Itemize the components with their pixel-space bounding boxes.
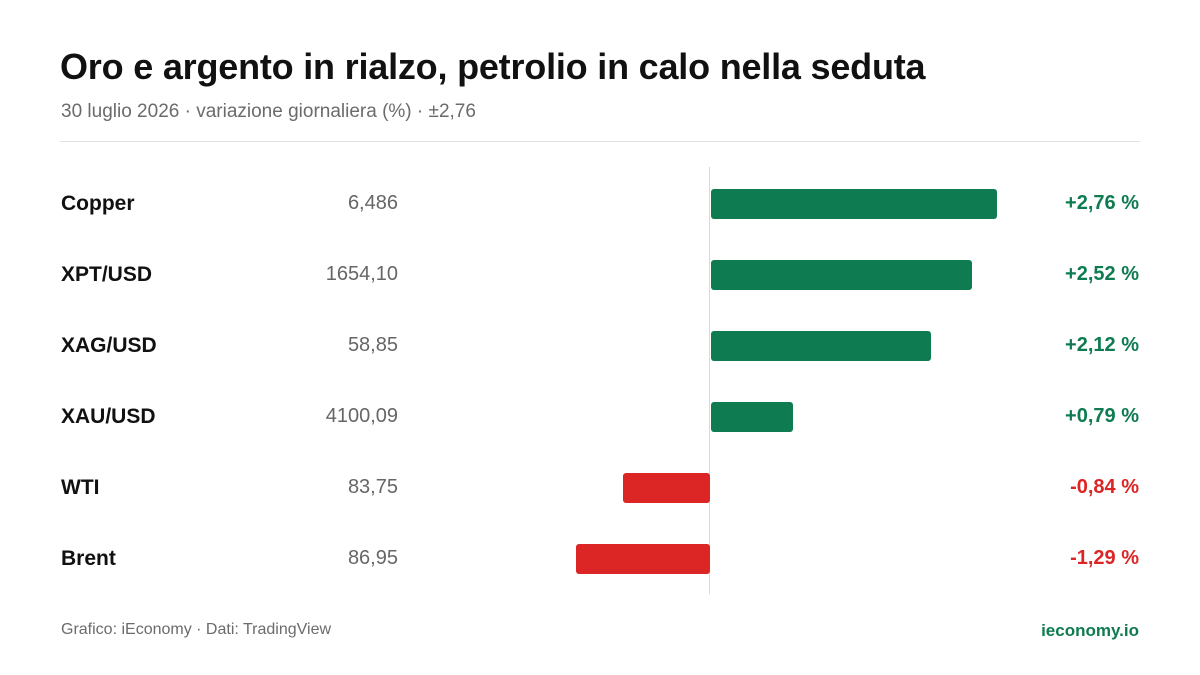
bar-row: XAU/USD 4100,09 +0,79 % <box>0 397 1200 437</box>
category-label: XAU/USD <box>61 405 156 428</box>
bar-row: XPT/USD 1654,10 +2,52 % <box>0 255 1200 295</box>
header-divider <box>60 141 1140 142</box>
category-label: Brent <box>61 547 116 570</box>
category-label: XPT/USD <box>61 263 153 286</box>
percent-change-label: -1,29 % <box>1070 547 1139 569</box>
category-label: XAG/USD <box>61 334 157 357</box>
bar-row: Brent 86,95 -1,29 % <box>0 539 1200 579</box>
bar-row: WTI 83,75 -0,84 % <box>0 468 1200 508</box>
source-credit: Grafico: iEconomy · Dati: TradingView <box>61 621 332 638</box>
negative-bar <box>576 544 710 574</box>
positive-bar <box>711 189 997 219</box>
price-label: 1654,10 <box>325 263 398 285</box>
bar-row: XAG/USD 58,85 +2,12 % <box>0 326 1200 366</box>
zero-axis-line <box>709 167 710 594</box>
price-label: 4100,09 <box>325 405 398 427</box>
brand-link[interactable]: ieconomy.io <box>1041 621 1139 640</box>
price-label: 86,95 <box>347 547 398 569</box>
percent-change-label: +2,52 % <box>1065 263 1139 285</box>
category-label: Copper <box>61 192 135 215</box>
percent-change-label: +2,12 % <box>1065 334 1139 356</box>
percent-change-label: -0,84 % <box>1070 476 1139 498</box>
positive-bar <box>711 402 793 432</box>
chart-title: Oro e argento in rialzo, petrolio in cal… <box>60 46 926 87</box>
percent-change-label: +2,76 % <box>1065 192 1139 214</box>
positive-bar <box>711 331 931 361</box>
category-label: WTI <box>61 476 100 499</box>
bar-row: Copper 6,486 +2,76 % <box>0 184 1200 224</box>
positive-bar <box>711 260 973 290</box>
price-label: 6,486 <box>347 192 398 214</box>
price-label: 58,85 <box>347 334 398 356</box>
chart-subtitle: 30 luglio 2026 · variazione giornaliera … <box>61 101 476 122</box>
price-label: 83,75 <box>347 476 398 498</box>
percent-change-label: +0,79 % <box>1065 405 1139 427</box>
negative-bar <box>622 473 710 503</box>
